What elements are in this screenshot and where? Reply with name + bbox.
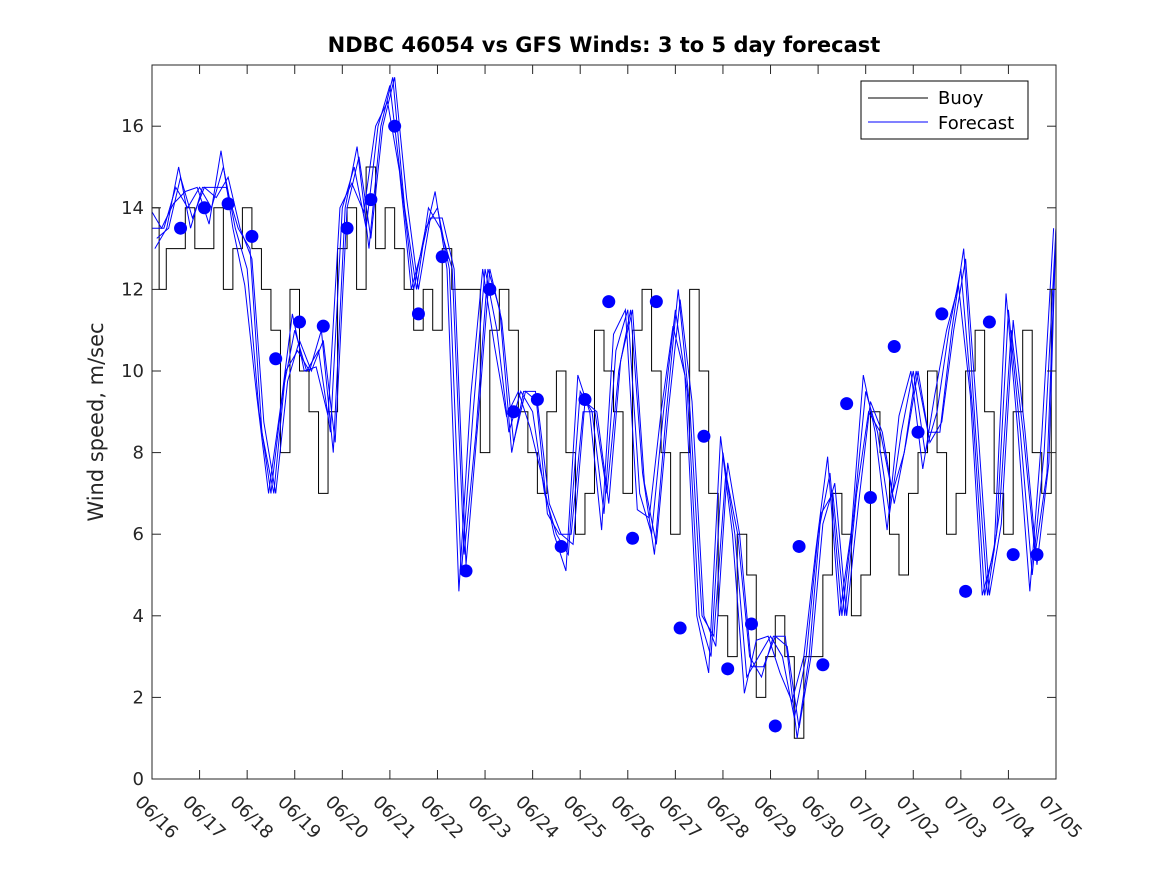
y-tick-label: 2: [133, 687, 144, 708]
forecast-marker: [245, 229, 259, 243]
y-tick-label: 4: [133, 606, 144, 627]
forecast-marker: [1030, 548, 1044, 562]
forecast-marker: [959, 584, 973, 598]
y-tick-label: 6: [133, 524, 144, 545]
forecast-marker: [316, 319, 330, 333]
forecast-series-line-3: [151, 100, 1055, 704]
forecast-marker: [435, 250, 449, 264]
forecast-marker: [816, 658, 830, 672]
forecast-marker: [174, 221, 188, 235]
legend: Buoy Forecast: [860, 80, 1029, 140]
y-axis-label: Wind speed, m/sec: [84, 322, 108, 521]
y-tick-label: 12: [121, 279, 144, 300]
axes: [151, 64, 1057, 780]
forecast-marker: [792, 539, 806, 553]
forecast-marker: [673, 621, 687, 635]
forecast-marker: [744, 617, 758, 631]
forecast-marker: [768, 719, 782, 733]
forecast-marker: [292, 315, 306, 329]
legend-box: [860, 80, 1029, 140]
forecast-marker: [197, 201, 211, 215]
forecast-marker: [721, 662, 735, 676]
forecast-marker: [483, 282, 497, 296]
forecast-marker: [649, 295, 663, 309]
forecast-marker: [626, 531, 640, 545]
forecast-marker: [863, 490, 877, 504]
forecast-series-line-1: [152, 85, 1057, 718]
forecast-marker: [411, 307, 425, 321]
forecast-marker: [935, 307, 949, 321]
forecast-marker: [530, 393, 544, 407]
forecast-series-line-4: [156, 77, 1057, 729]
axes-box: [151, 64, 1057, 780]
forecast-marker: [221, 197, 235, 211]
forecast-marker: [578, 393, 592, 407]
forecast-marker: [269, 352, 283, 366]
forecast-marker: [459, 564, 473, 578]
forecast-series-line-2: [154, 77, 1057, 739]
legend-forecast-label: Forecast: [938, 113, 1014, 134]
forecast-marker: [697, 429, 711, 443]
chart-title: NDBC 46054 vs GFS Winds: 3 to 5 day fore…: [328, 33, 881, 57]
forecast-marker: [1006, 548, 1020, 562]
forecast-marker: [911, 425, 925, 439]
forecast-marker: [364, 193, 378, 207]
forecast-marker: [602, 295, 616, 309]
forecast-marker: [982, 315, 996, 329]
forecast-markers: [174, 119, 1044, 733]
y-tick-label: 0: [133, 769, 144, 790]
y-tick-label: 14: [121, 198, 144, 219]
series-lines: [151, 77, 1057, 739]
forecast-marker: [554, 539, 568, 553]
y-ticks: 0 2 4 6 8 10 12 14 16: [121, 116, 1056, 790]
y-tick-label: 10: [121, 361, 144, 382]
forecast-marker: [887, 340, 901, 354]
forecast-marker: [340, 221, 354, 235]
forecast-marker: [388, 119, 402, 133]
forecast-marker: [840, 397, 854, 411]
legend-buoy-label: Buoy: [938, 88, 984, 109]
y-tick-label: 16: [121, 116, 144, 137]
plot-area: [152, 65, 1056, 779]
y-tick-label: 8: [133, 443, 144, 464]
forecast-marker: [507, 405, 521, 419]
